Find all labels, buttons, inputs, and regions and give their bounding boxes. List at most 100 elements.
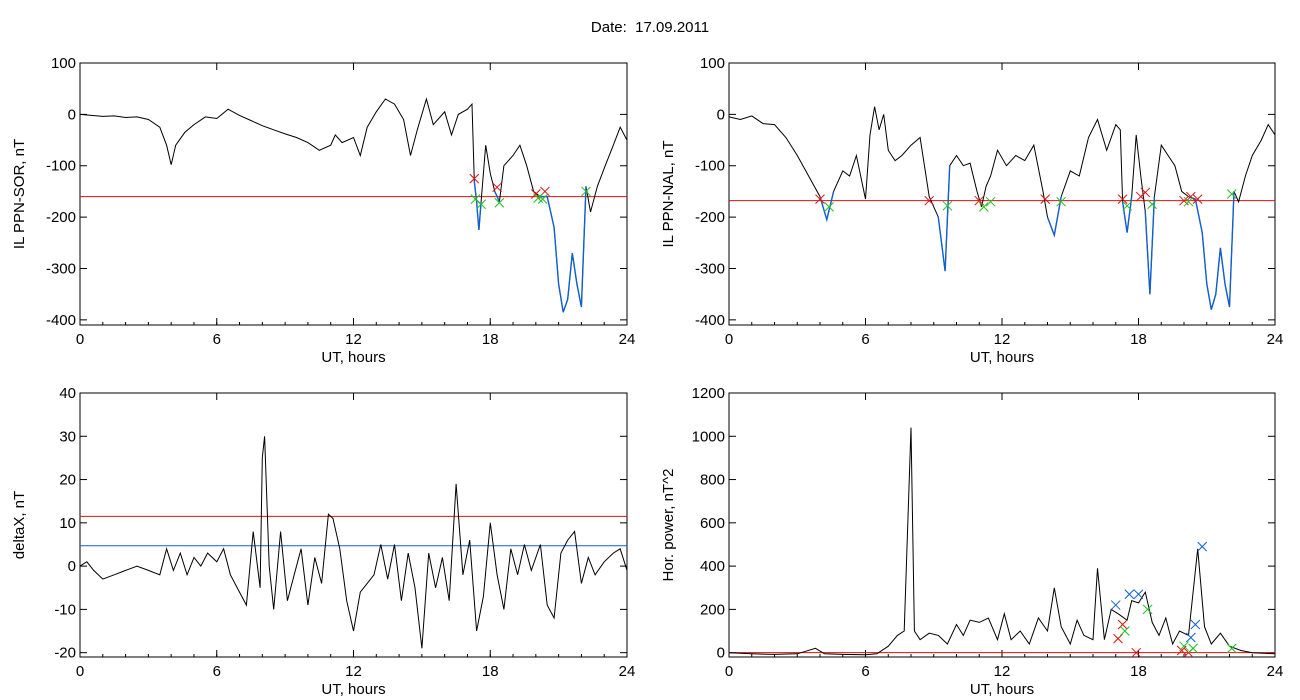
y-tick-label: -200 [695,209,725,226]
y-tick-label: -300 [695,260,725,277]
plot-area [80,97,627,313]
marker-red [815,194,825,204]
marker-red [1140,187,1151,198]
marker-stroke [492,182,502,193]
marker-green [494,197,505,208]
x-axis-title: UT, hours [970,681,1034,698]
x-tick-label: 24 [1267,331,1284,348]
marker-stroke [1147,199,1158,210]
marker-stroke [1192,194,1203,204]
marker-stroke [1188,643,1198,654]
x-tick-label: 18 [1130,331,1147,348]
marker-stroke [1190,619,1201,630]
y-tick-label: -200 [46,209,76,226]
y-tick-label: 1200 [692,385,725,402]
y-tick-label: -400 [46,312,76,329]
marker-red [1131,647,1142,657]
marker-green [1147,199,1158,210]
y-tick-label: 0 [717,106,725,123]
marker-stroke [494,197,505,208]
marker-stroke [1124,589,1135,600]
x-tick-label: 12 [345,663,362,680]
y-tick-label: 0 [68,106,76,123]
x-tick-label: 18 [1130,663,1147,680]
y-tick-label: -300 [46,260,76,277]
series-line [729,106,1275,310]
x-axis-title: UT, hours [970,349,1034,366]
x-tick-label: 18 [482,663,499,680]
y-axis-title: Hor. power, nT^2 [660,469,677,582]
marker-green [476,199,486,210]
marker-stroke [581,186,591,197]
marker-blue [1110,600,1121,610]
highlight-segment [494,191,501,202]
marker-red [1113,633,1123,644]
marker-stroke [476,199,486,210]
marker-stroke [1117,194,1128,204]
marker-stroke [1185,632,1196,643]
marker-stroke [1122,200,1132,211]
marker-stroke [1131,647,1142,657]
marker-red [1185,191,1196,202]
marker-stroke [1133,589,1144,600]
series-line [80,97,627,313]
marker-blue [1190,619,1201,630]
marker-stroke [978,201,989,212]
marker-stroke [530,189,541,199]
marker-blue [1124,589,1135,600]
y-tick-label: -20 [54,645,76,662]
y-tick-label: 40 [59,385,76,402]
marker-stroke [985,196,996,207]
y-tick-label: -400 [695,312,725,329]
marker-green [1122,200,1132,211]
y-tick-label: -100 [695,158,725,175]
marker-stroke [1142,604,1153,615]
x-tick-label: 24 [619,663,636,680]
marker-green [1226,643,1237,654]
x-tick-label: 18 [482,331,499,348]
marker-stroke [1179,195,1189,206]
marker-blue [1197,541,1208,552]
x-tick-label: 0 [725,663,733,680]
marker-stroke [1056,196,1067,207]
series-line [729,427,1275,656]
plot-area [729,427,1275,657]
marker-stroke [533,193,543,203]
y-axis-title: IL PPN-SOR, nT [11,139,28,249]
marker-stroke [1040,194,1051,204]
y-tick-label: 30 [59,428,76,445]
marker-blue [1133,589,1144,600]
marker-green [985,196,996,207]
marker-stroke [1113,633,1123,644]
marker-green [1142,604,1153,615]
highlight-segment [1144,196,1156,295]
x-tick-label: 12 [994,331,1011,348]
marker-stroke [537,194,548,204]
y-tick-label: 400 [700,558,725,575]
x-tick-label: 0 [76,331,84,348]
y-tick-label: 10 [59,515,76,532]
highlight-segment [819,191,835,223]
marker-stroke [815,194,825,204]
highlight-segment [1046,196,1062,238]
marker-stroke [1117,619,1128,630]
figure-title: Date: 17.09.2011 [590,19,710,36]
marker-red [492,182,502,193]
y-tick-label: -10 [54,601,76,618]
marker-green [581,186,591,197]
marker-red [974,195,985,206]
plot-frame [79,62,628,326]
y-tick-label: 100 [700,55,725,72]
marker-stroke [1110,600,1121,610]
plot-area [80,436,627,649]
x-axis-title: UT, hours [321,349,385,366]
marker-green [1056,196,1067,207]
marker-stroke [470,194,481,204]
marker-stroke [924,195,935,206]
y-axis-title: deltaX, nT [11,491,28,559]
y-tick-label: 200 [700,601,725,618]
x-tick-label: 6 [861,663,869,680]
marker-stroke [1197,541,1208,552]
marker-red [924,195,935,206]
y-tick-label: 0 [68,558,76,575]
